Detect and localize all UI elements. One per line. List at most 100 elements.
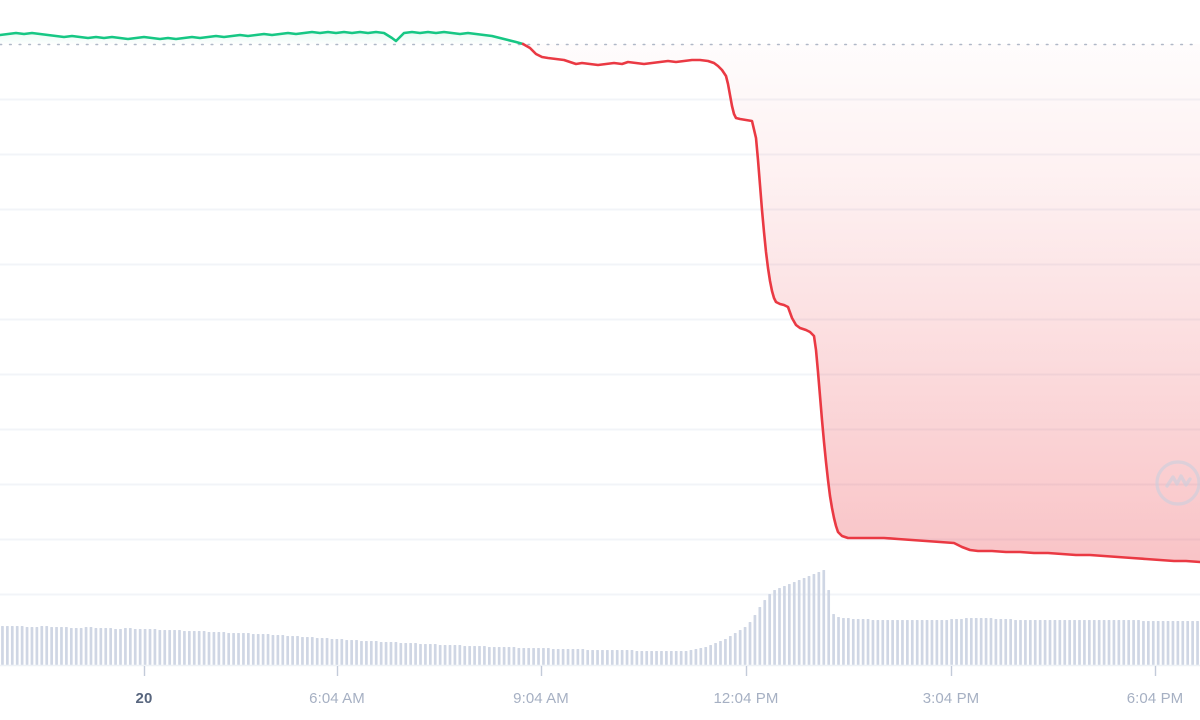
volume-bar [886, 620, 890, 665]
price-line-segment [521, 42, 1200, 564]
volume-bar [192, 631, 196, 665]
volume-bar [89, 627, 93, 665]
volume-bar [714, 643, 717, 665]
volume-bar [763, 600, 767, 665]
volume-bar [65, 627, 68, 665]
volume-bar [350, 640, 353, 665]
volume-bar [665, 651, 668, 665]
volume-bar [384, 642, 388, 665]
volume-bar [247, 633, 250, 665]
volume-bar [1117, 620, 1121, 665]
price-line-segment [0, 30, 525, 46]
x-axis-label: 6:04 AM [309, 690, 365, 707]
volume-bar [404, 643, 408, 665]
watermark-mark [1155, 460, 1200, 506]
volume-bar [1048, 620, 1052, 665]
volume-bar [1142, 621, 1145, 665]
volume-bar [522, 648, 526, 665]
volume-bar [374, 641, 378, 665]
volume-bar [532, 648, 535, 665]
volume-bar [1004, 619, 1008, 665]
volume-bar [738, 630, 742, 665]
volume-bar [527, 648, 531, 665]
volume-bar [473, 646, 476, 665]
volume-bar [635, 651, 639, 665]
volume-bar [807, 576, 811, 665]
volume-bar [281, 635, 285, 665]
volume-bar [463, 646, 467, 665]
volume-bar [930, 620, 934, 665]
volume-bar [881, 620, 885, 665]
volume-bar [694, 649, 698, 665]
volume-bar [581, 649, 585, 665]
volume-bar [187, 631, 191, 665]
volume-bar [610, 650, 614, 665]
volume-bar [596, 650, 599, 665]
volume-bar [168, 630, 172, 665]
volume-bar [674, 651, 678, 665]
volume-bar [827, 590, 831, 665]
volume-bar [355, 640, 358, 665]
volume-bar [566, 649, 570, 665]
volume-bar [601, 650, 604, 665]
volume-bar [306, 637, 309, 665]
volume-bar [778, 588, 781, 665]
volume-bar [945, 620, 949, 665]
volume-bar [207, 632, 211, 665]
volume-bar [237, 633, 240, 665]
volume-bar [709, 645, 712, 665]
volume-bar [507, 647, 511, 665]
x-axis-label: 9:04 AM [513, 690, 569, 707]
volume-bar [345, 640, 349, 665]
volume-bar [365, 641, 368, 665]
volume-bar [6, 626, 9, 665]
down-area [523, 44, 1200, 562]
volume-bar [335, 639, 339, 665]
volume-bar [178, 630, 181, 665]
volume-bar [679, 651, 683, 665]
volume-bar [719, 641, 722, 665]
volume-bar [55, 627, 58, 665]
volume-bar [478, 646, 481, 665]
volume-bar [1161, 621, 1165, 665]
volume-bar [551, 649, 555, 665]
volume-bar [556, 649, 560, 665]
volume-bar [458, 645, 462, 665]
volume-bar [856, 619, 860, 665]
volume-bar [1073, 620, 1076, 665]
volume-bar [276, 635, 280, 665]
volume-bar [419, 644, 422, 665]
volume-bar [133, 629, 137, 665]
volume-bar [576, 649, 580, 665]
volume-bar [291, 636, 294, 665]
volume-bar [25, 627, 29, 665]
volume-bar [1102, 620, 1106, 665]
volume-bar [20, 626, 24, 665]
volume-bar [45, 626, 49, 665]
volume-bar [891, 620, 894, 665]
volume-bar [222, 632, 226, 665]
volume-bar [232, 633, 235, 665]
volume-bar [655, 651, 658, 665]
volume-bar [586, 650, 590, 665]
volume-bar [310, 637, 314, 665]
volume-bar [1171, 621, 1175, 665]
volume-bar [1014, 620, 1017, 665]
volume-bar [1019, 620, 1022, 665]
volume-bar [399, 643, 403, 665]
volume-bar [84, 627, 88, 665]
up-area [0, 32, 523, 44]
volume-bar [1107, 620, 1111, 665]
volume-bar [640, 651, 644, 665]
volume-bar [783, 586, 786, 665]
volume-bar [1068, 620, 1072, 665]
volume-bar [389, 642, 393, 665]
volume-bar [1092, 620, 1096, 665]
volume-bar [1083, 620, 1086, 665]
volume-bar [866, 619, 870, 665]
volume-bar [689, 650, 693, 665]
volume-bar [492, 647, 496, 665]
volume-bar [94, 628, 98, 665]
